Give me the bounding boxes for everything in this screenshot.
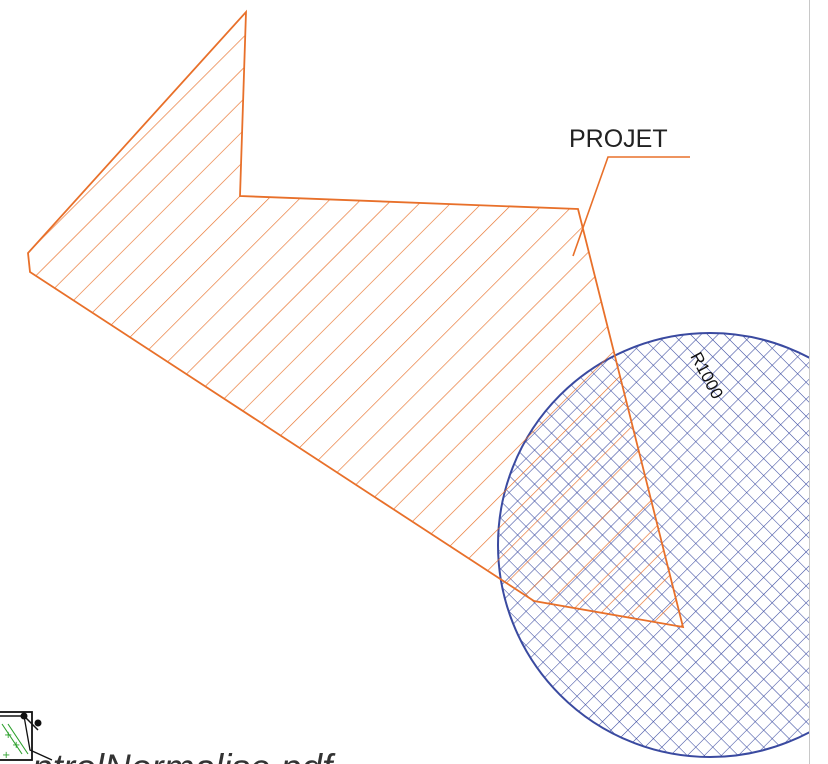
- svg-text:+: +: [12, 740, 20, 751]
- page-edge-line: [809, 0, 810, 764]
- projet-zone: [27, 9, 685, 629]
- right-gutter: [810, 0, 828, 764]
- projet-label: PROJET: [569, 125, 668, 153]
- svg-text:+: +: [4, 730, 12, 741]
- filename-label: ntrolNormalise.pdf: [32, 747, 336, 764]
- pdf-file-icon: + + +: [0, 711, 53, 761]
- svg-text:+: +: [2, 750, 10, 761]
- projet-leader: [572, 156, 690, 257]
